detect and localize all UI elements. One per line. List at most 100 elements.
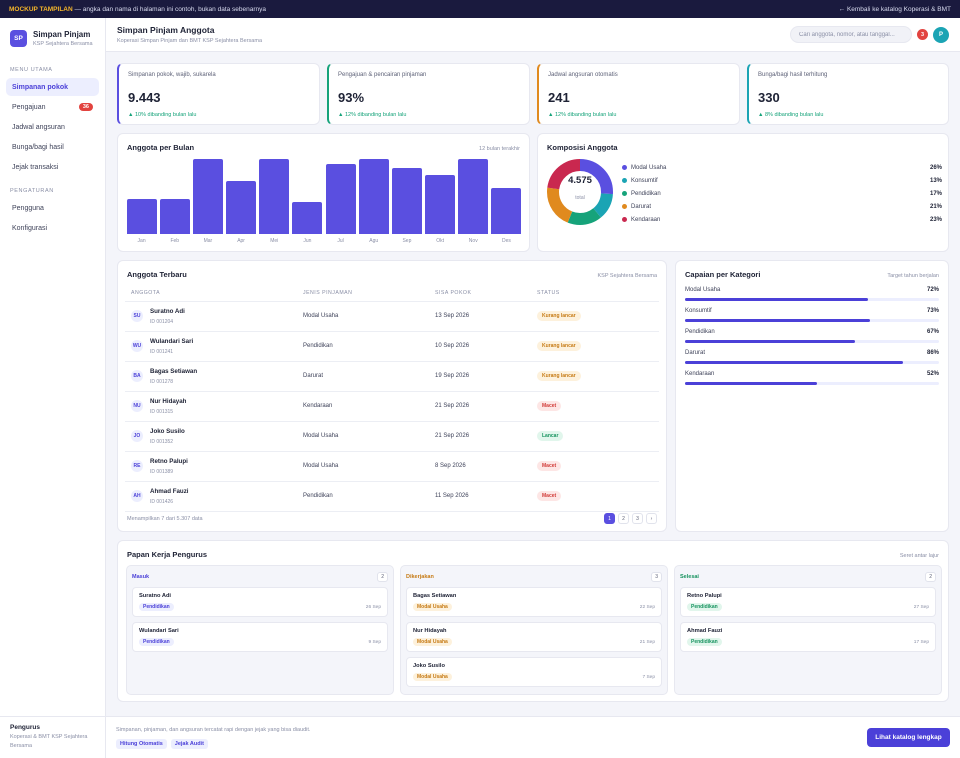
table-row[interactable]: JO Joko Susilo ID 001352 Modal Usaha 21 Se… xyxy=(125,421,659,452)
column-count: 2 xyxy=(925,572,936,582)
sidebar-item-bunga-bagi-hasil[interactable]: Bunga/bagi hasil xyxy=(6,138,99,156)
member-name: Wulandari Sari xyxy=(150,337,194,345)
kpi-value: 241 xyxy=(548,90,570,105)
table-row[interactable]: NU Nur Hidayah ID 001315 Kendaraan 21 Sep … xyxy=(125,391,659,422)
x-tick-label: Jan xyxy=(137,238,146,244)
bar-chart-x-axis: Jan Feb Mar Apr Mei Jun Jul Agu Sep Okt Nov Des xyxy=(125,238,523,246)
sidebar-item-konfigurasi[interactable]: Konfigurasi xyxy=(6,219,99,237)
kpi-card-simpanan: Simpanan pokok, wajib, sukarela 9.443 ▲ … xyxy=(117,63,320,125)
x-tick-label: Mar xyxy=(203,238,213,244)
table-row[interactable]: AH Ahmad Fauzi ID 001426 Pendidikan 11 Sep… xyxy=(125,481,659,512)
view-catalog-button[interactable]: Lihat katalog lengkap xyxy=(867,728,950,747)
bar-chart xyxy=(125,159,523,234)
sidebar-item-simpanan-pokok[interactable]: Simpanan pokok xyxy=(6,78,99,96)
loan-type: Pendidikan xyxy=(297,331,429,362)
notification-badge[interactable]: 3 xyxy=(917,29,928,40)
task-card[interactable]: Ahmad Fauzi Pendidikan 17 Sep xyxy=(680,622,936,652)
progress-fill xyxy=(685,340,856,343)
progress-item: Modal Usaha 72% xyxy=(685,287,939,308)
member-cell: BA Bagas Setiawan ID 001278 xyxy=(131,368,297,385)
bar-jan xyxy=(126,199,157,234)
table-row[interactable]: SU Suratno Adi ID 001204 Modal Usaha 13 Se… xyxy=(125,301,659,332)
progress-label: Kendaraan xyxy=(685,371,715,377)
kpi-label: Jadwal angsuran otomatis xyxy=(548,72,618,78)
donut-center: 4.575 total xyxy=(545,175,615,201)
x-tick-label: Jul xyxy=(337,238,344,244)
legend-dot xyxy=(622,217,627,222)
legend-value: 13% xyxy=(929,177,942,184)
remaining-principal: 11 Sep 2026 xyxy=(429,481,531,512)
progress-value: 72% xyxy=(926,287,939,293)
progress-value: 86% xyxy=(926,350,939,356)
task-card[interactable]: Suratno Adi Pendidikan 26 Sep xyxy=(132,587,388,617)
member-name: Suratno Adi xyxy=(150,307,185,315)
table-row[interactable]: WU Wulandari Sari ID 001241 Pendidikan 10 … xyxy=(125,331,659,362)
banner-text: MOCKUP TAMPILAN — angka dan nama di hala… xyxy=(9,6,266,13)
page-footer: Simpanan, pinjaman, dan angsuran tercata… xyxy=(106,716,960,758)
donut-legend: Modal Usaha 26% Konsumtif 13% Pendidikan 17… xyxy=(622,161,942,226)
user-avatar[interactable]: P xyxy=(933,26,949,43)
member-cell: SU Suratno Adi ID 001204 xyxy=(131,308,297,325)
task-card[interactable]: Retno Palupi Pendidikan 27 Sep xyxy=(680,587,936,617)
progress-track xyxy=(685,340,939,343)
search-input[interactable] xyxy=(790,26,912,43)
next-page-button[interactable]: › xyxy=(646,513,657,524)
legend-label: Modal Usaha xyxy=(631,164,667,171)
column-header: ANGGOTA xyxy=(125,285,297,302)
table-row[interactable]: BA Bagas Setiawan ID 001278 Darurat 19 Sep… xyxy=(125,361,659,392)
bar-sep xyxy=(391,168,422,234)
task-date: 9 Sep xyxy=(368,640,381,645)
kpi-trend: ▲ 12% dibanding bulan lalu xyxy=(548,112,617,118)
table-row[interactable]: RE Retno Palupi ID 001389 Modal Usaha 8 Se… xyxy=(125,451,659,482)
status-badge: Macet xyxy=(537,491,562,501)
sidebar-item-pengguna[interactable]: Pengguna xyxy=(6,199,99,217)
back-to-catalog-link[interactable]: ← Kembali ke katalog Koperasi & BMT xyxy=(838,5,951,13)
progress-label: Pendidikan xyxy=(685,329,715,335)
banner-disclaimer: — angka dan nama di halaman ini contoh, … xyxy=(72,5,267,13)
sidebar-item-pengajuan[interactable]: Pengajuan 36 xyxy=(6,98,99,116)
task-date: 22 Sep xyxy=(639,605,655,610)
page-button-3[interactable]: 3 xyxy=(632,513,643,524)
x-tick-label: Apr xyxy=(237,238,245,244)
members-table: ANGGOTA JENIS PINJAMAN SISA POKOK STATUS… xyxy=(125,285,659,512)
progress-fill xyxy=(685,382,818,385)
legend-label: Pendidikan xyxy=(631,190,661,197)
bar-jul xyxy=(325,164,356,234)
task-card[interactable]: Bagas Setiawan Modal Usaha 22 Sep xyxy=(406,587,662,617)
task-card[interactable]: Joko Susilo Modal Usaha 7 Sep xyxy=(406,657,662,687)
category-achievement-card: Capaian per Kategori Target tahun berjal… xyxy=(675,260,949,532)
table-header-row: ANGGOTA JENIS PINJAMAN SISA POKOK STATUS xyxy=(125,285,659,302)
remaining-principal: 21 Sep 2026 xyxy=(429,391,531,422)
status-badge: Macet xyxy=(537,461,562,471)
page-button-2[interactable]: 2 xyxy=(618,513,629,524)
task-name: Wulandari Sari xyxy=(139,628,179,634)
mockup-banner: MOCKUP TAMPILAN — angka dan nama di hala… xyxy=(0,0,960,18)
column-header: JENIS PINJAMAN xyxy=(297,285,429,302)
card-title: Anggota per Bulan xyxy=(127,143,195,152)
member-id: ID 001352 xyxy=(150,438,174,445)
page-button-1[interactable]: 1 xyxy=(604,513,615,524)
avatar: NU xyxy=(131,400,143,412)
nav-section-main: MENU UTAMA xyxy=(10,67,53,73)
task-date: 27 Sep xyxy=(913,605,929,610)
x-tick-label: Okt xyxy=(436,238,444,244)
legend-dot xyxy=(622,191,627,196)
kpi-trend: ▲ 8% dibanding bulan lalu xyxy=(758,112,824,118)
loan-type: Modal Usaha xyxy=(297,421,429,452)
nav-section-settings: PENGATURAN xyxy=(10,188,54,194)
legend-dot xyxy=(622,178,627,183)
sidebar-item-label: Pengguna xyxy=(12,204,44,212)
kpi-value: 330 xyxy=(758,90,780,105)
kpi-label: Bunga/bagi hasil terhitung xyxy=(758,72,828,78)
task-card[interactable]: Wulandari Sari Pendidikan 9 Sep xyxy=(132,622,388,652)
board-column-masuk: Masuk 2 Suratno Adi Pendidikan 26 Sep Wulan… xyxy=(126,565,394,695)
remaining-principal: 19 Sep 2026 xyxy=(429,361,531,392)
task-card[interactable]: Nur Hidayah Modal Usaha 21 Sep xyxy=(406,622,662,652)
sidebar-item-jadwal-angsuran[interactable]: Jadwal angsuran xyxy=(6,118,99,136)
sidebar-item-jejak-transaksi[interactable]: Jejak transaksi xyxy=(6,158,99,176)
loan-type: Darurat xyxy=(297,361,429,392)
loan-type: Kendaraan xyxy=(297,391,429,422)
member-id: ID 001204 xyxy=(150,318,174,325)
progress-value: 52% xyxy=(926,371,939,377)
column-count: 2 xyxy=(377,572,388,582)
